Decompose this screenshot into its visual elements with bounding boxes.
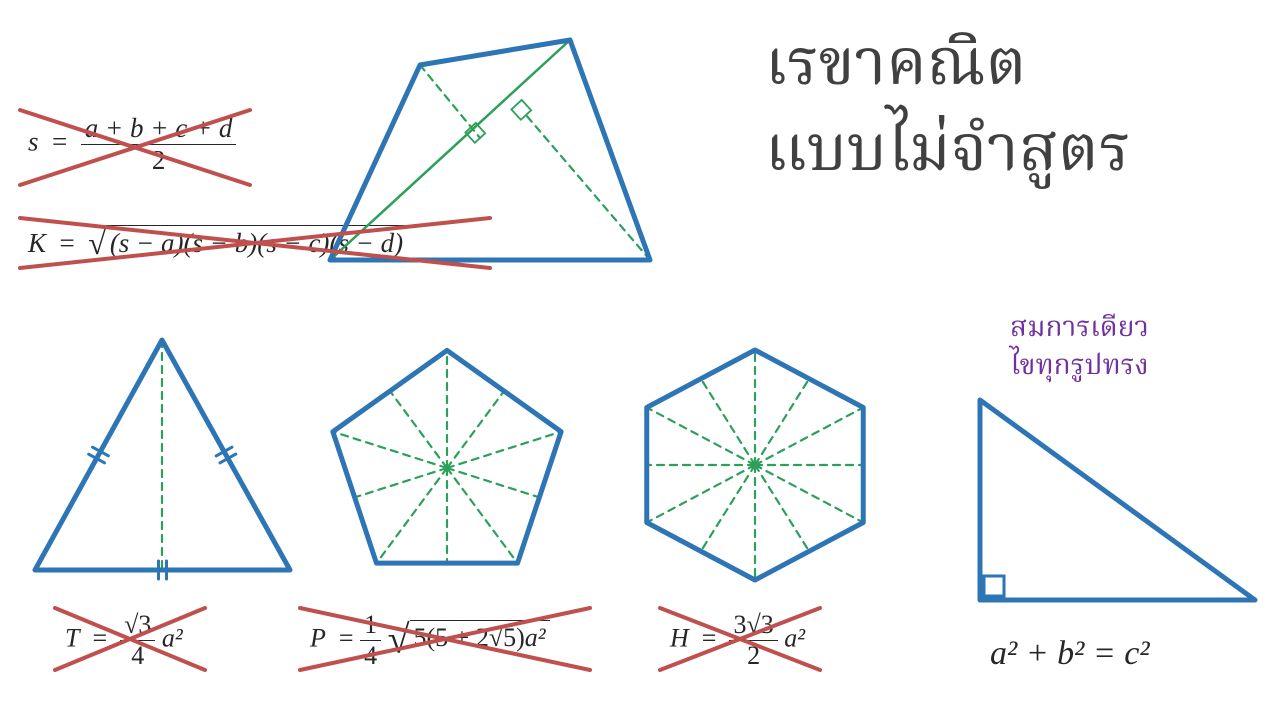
cross-s <box>20 110 250 185</box>
cross-P <box>300 608 590 670</box>
hexagon-shape <box>647 350 864 580</box>
cross-K <box>20 218 490 268</box>
cross-H <box>660 608 820 670</box>
diagram-canvas <box>0 0 1280 720</box>
triangle-shape <box>35 340 290 579</box>
quadrilateral-shape <box>330 40 650 260</box>
right-triangle-shape <box>980 400 1255 600</box>
cross-T <box>55 608 205 670</box>
pentagon-shape <box>333 350 561 563</box>
